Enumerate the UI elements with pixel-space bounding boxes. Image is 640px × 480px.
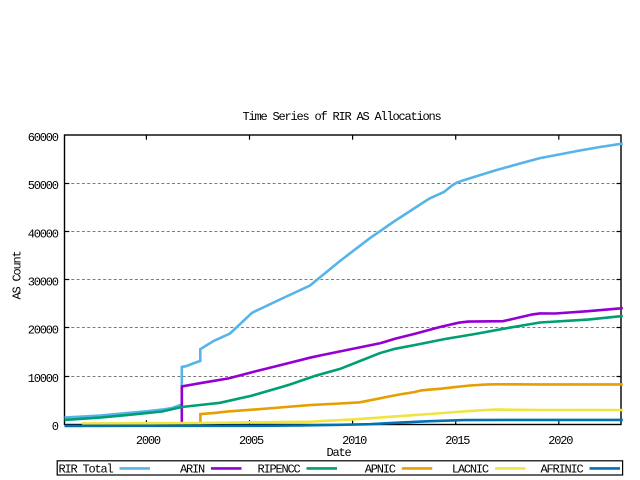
svg-text:0: 0 — [52, 420, 59, 434]
svg-text:20000: 20000 — [28, 324, 59, 338]
svg-text:AFRINIC: AFRINIC — [540, 462, 583, 476]
svg-text:50000: 50000 — [28, 179, 59, 193]
svg-text:APNIC: APNIC — [365, 462, 396, 476]
svg-text:10000: 10000 — [28, 372, 59, 386]
svg-text:2005: 2005 — [239, 434, 264, 448]
svg-text:AS Count: AS Count — [10, 251, 24, 299]
svg-text:2020: 2020 — [548, 434, 573, 448]
svg-text:LACNIC: LACNIC — [452, 462, 489, 476]
svg-text:Time Series of RIR AS Allocati: Time Series of RIR AS Allocations — [242, 110, 441, 124]
svg-text:60000: 60000 — [28, 131, 59, 145]
svg-text:2000: 2000 — [136, 434, 161, 448]
svg-text:40000: 40000 — [28, 227, 59, 241]
svg-text:30000: 30000 — [28, 276, 59, 290]
svg-text:ARIN: ARIN — [180, 462, 205, 476]
svg-text:Date: Date — [326, 446, 351, 460]
svg-text:RIPENCC: RIPENCC — [257, 462, 300, 476]
svg-text:RIR Total: RIR Total — [58, 462, 113, 476]
svg-text:2015: 2015 — [445, 434, 470, 448]
svg-text:2010: 2010 — [342, 434, 367, 448]
